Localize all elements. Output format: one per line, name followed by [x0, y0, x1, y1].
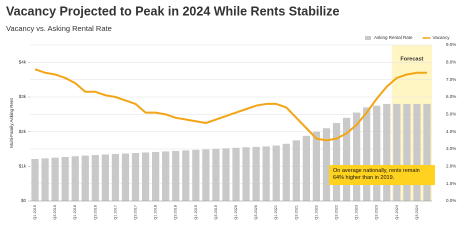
annotation: On average nationally, rents remain 64% …	[329, 165, 435, 185]
x-tick-label: Q3 2021	[294, 205, 298, 220]
bar	[363, 107, 371, 201]
bar	[131, 152, 140, 201]
x-tick-label: Q3 2022	[335, 205, 339, 220]
bar	[353, 112, 361, 201]
bar	[282, 143, 290, 201]
y2-tick-label: 5.0%	[446, 112, 456, 117]
bar	[232, 147, 240, 201]
y2-tick-label: 4.0%	[446, 129, 456, 134]
bar	[272, 145, 280, 201]
legend-label: Vacancy	[433, 35, 451, 40]
bar	[393, 103, 401, 201]
y-tick-label: $2k	[19, 129, 27, 134]
y2-tick-label: 8.0%	[446, 60, 456, 65]
bar	[383, 103, 391, 201]
x-tick-label: Q1 2016	[73, 205, 77, 220]
legend-label: Asking Rental Rate	[374, 35, 413, 40]
bar	[152, 151, 160, 201]
bar	[292, 140, 300, 201]
y2-tick-label: 1.0%	[446, 181, 456, 186]
y-tick-label: $1k	[19, 164, 27, 169]
y2-tick-label: 2.0%	[446, 164, 456, 169]
bar	[41, 158, 49, 201]
bar	[172, 150, 180, 201]
line	[34, 68, 427, 142]
bar	[312, 131, 321, 201]
chart: Vacancy Projected to Peak in 2024 While …	[6, 4, 456, 220]
x-tick-label: Q1 2015	[33, 205, 37, 220]
bar	[192, 149, 200, 201]
y2-tick-label: 9.0%	[446, 42, 456, 47]
forecast-label: Forecast	[400, 56, 423, 62]
y-tick-label: $4k	[19, 60, 27, 65]
y2-tick-label: 6.0%	[446, 94, 456, 99]
x-tick-label: Q3 2023	[375, 205, 379, 220]
bar	[403, 103, 411, 201]
x-tick-label: Q3 2018	[174, 205, 178, 220]
bar	[61, 156, 69, 201]
bar	[162, 151, 170, 201]
y-tick-label: $3k	[19, 94, 27, 99]
bar	[373, 105, 381, 201]
y2-tick-label: 7.0%	[446, 77, 456, 82]
x-tick-label: Q3 2020	[254, 205, 258, 220]
y-tick-label: $0	[21, 198, 27, 203]
x-tick-label: Q1 2022	[314, 205, 318, 220]
y2-tick-label: 3.0%	[446, 146, 456, 151]
x-tick-label: Q3 2016	[93, 205, 97, 220]
bar	[182, 150, 190, 201]
bar	[101, 154, 109, 201]
x-tick-label: Q3 2024	[415, 205, 419, 220]
bar	[91, 155, 99, 201]
bar	[111, 154, 120, 201]
bar	[302, 135, 310, 201]
x-tick-label: Q1 2019	[194, 205, 198, 220]
bar	[121, 153, 130, 201]
bar	[342, 117, 351, 201]
bar	[51, 157, 59, 201]
bar	[262, 146, 270, 201]
x-tick-label: Q1 2017	[113, 205, 117, 220]
chart-page: Vacancy Projected to Peak in 2024 While …	[6, 4, 456, 220]
bar	[141, 152, 150, 201]
bar	[222, 148, 230, 201]
x-tick-label: Q1 2018	[154, 205, 158, 220]
x-tick-label: Q1 2024	[395, 205, 399, 220]
bar	[81, 155, 89, 201]
bar	[31, 158, 39, 201]
bar	[252, 146, 260, 201]
bar	[212, 148, 220, 201]
chart-subtitle: Vacancy vs. Asking Rental Rate	[6, 24, 112, 33]
x-tick-label: Q1 2020	[234, 205, 238, 220]
bar	[202, 149, 210, 201]
bar	[332, 123, 341, 201]
bar	[413, 103, 421, 201]
x-tick-label: Q1 2023	[355, 205, 359, 220]
x-tick-label: Q3 2015	[53, 205, 57, 220]
bar	[242, 147, 250, 201]
x-tick-label: Q3 2019	[214, 205, 218, 220]
x-tick-label: Q3 2017	[134, 205, 138, 220]
bar	[71, 156, 79, 201]
y2-tick-label: 0.0%	[446, 198, 456, 203]
x-tick-label: Q1 2021	[274, 205, 278, 220]
chart-title: Vacancy Projected to Peak in 2024 While …	[6, 4, 340, 18]
legend-swatch	[365, 36, 371, 40]
y-axis-title: Multi-Family Asking Rent	[9, 97, 14, 147]
bar	[322, 128, 331, 201]
bar	[423, 103, 431, 201]
